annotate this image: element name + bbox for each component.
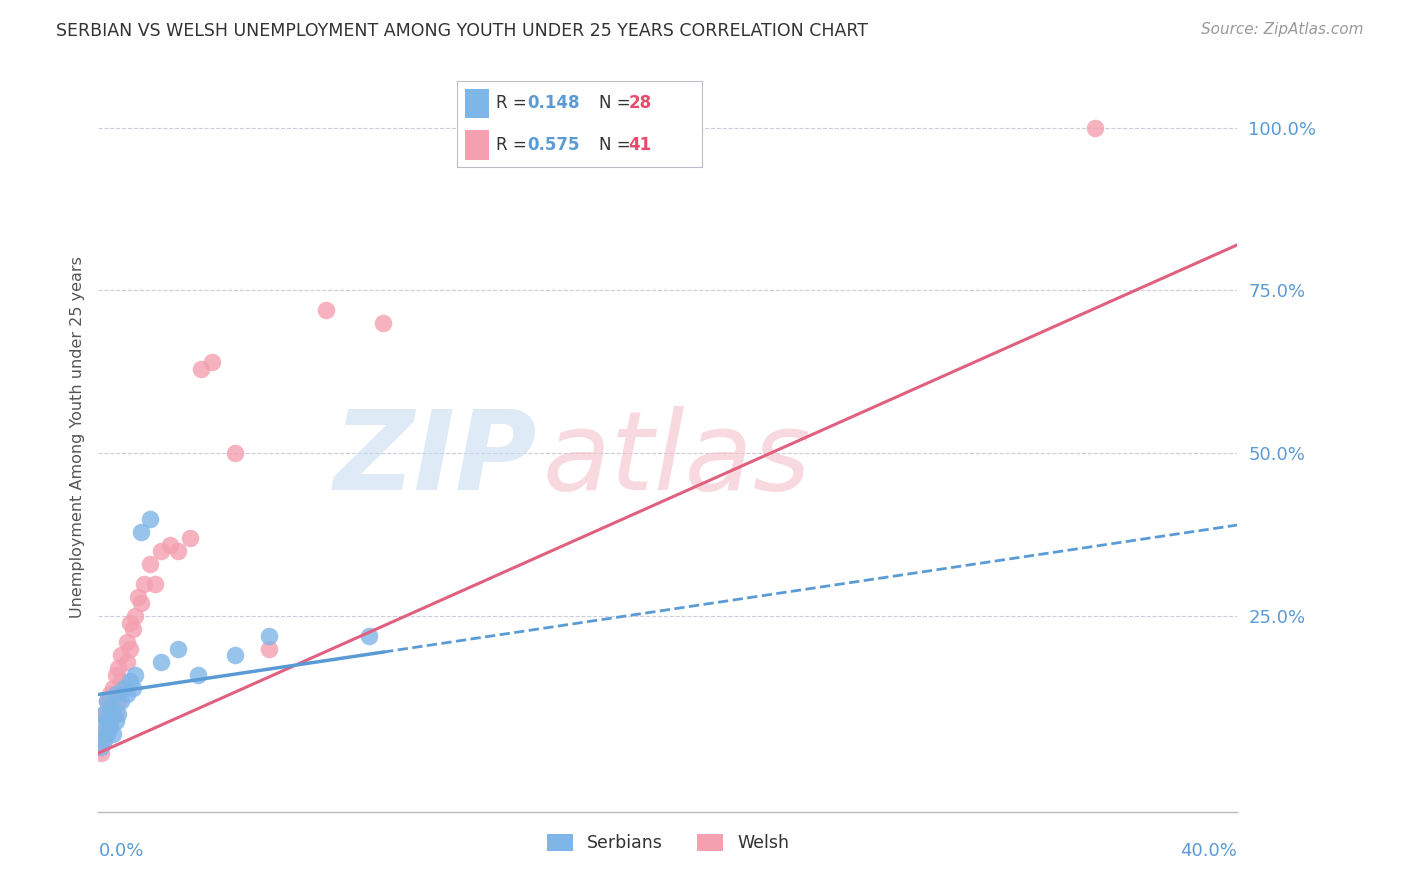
Point <box>98 688 121 702</box>
Point <box>104 688 127 702</box>
Point <box>224 648 246 663</box>
Point <box>159 538 181 552</box>
Point <box>121 681 143 695</box>
Point <box>110 674 132 689</box>
Point <box>107 661 129 675</box>
Text: 40.0%: 40.0% <box>1181 842 1237 860</box>
Text: atlas: atlas <box>543 406 811 513</box>
Point <box>121 622 143 636</box>
Point <box>190 361 212 376</box>
Point <box>101 700 124 714</box>
Point <box>118 615 141 630</box>
Point <box>96 714 118 728</box>
Point <box>138 557 160 571</box>
Point <box>93 733 115 747</box>
Legend: Serbians, Welsh: Serbians, Welsh <box>540 827 796 859</box>
Point <box>124 609 146 624</box>
Point <box>118 641 141 656</box>
Point <box>98 714 121 728</box>
Point <box>115 635 138 649</box>
Point <box>104 714 127 728</box>
Point <box>98 706 121 721</box>
Point <box>93 733 115 747</box>
Point <box>224 446 246 460</box>
Point <box>118 674 141 689</box>
Point <box>107 694 129 708</box>
Point <box>357 629 380 643</box>
Point <box>179 531 201 545</box>
Point <box>112 681 135 695</box>
Point <box>150 655 173 669</box>
Point <box>101 706 124 721</box>
Point <box>96 694 118 708</box>
Point <box>115 655 138 669</box>
Point <box>90 720 112 734</box>
Point <box>112 681 135 695</box>
Point <box>1084 120 1107 135</box>
Point <box>110 694 132 708</box>
Point <box>138 511 160 525</box>
Point <box>96 726 118 740</box>
Text: 0.0%: 0.0% <box>98 842 143 860</box>
Point <box>167 641 190 656</box>
Point <box>110 648 132 663</box>
Point <box>98 700 121 714</box>
Point <box>187 668 209 682</box>
Point <box>101 681 124 695</box>
Point <box>129 524 152 539</box>
Point <box>259 641 281 656</box>
Point <box>127 590 149 604</box>
Text: ZIP: ZIP <box>333 406 537 513</box>
Point <box>167 544 190 558</box>
Point <box>104 706 127 721</box>
Point <box>90 739 112 754</box>
Point <box>107 706 129 721</box>
Point <box>96 720 118 734</box>
Point <box>90 726 112 740</box>
Text: SERBIAN VS WELSH UNEMPLOYMENT AMONG YOUTH UNDER 25 YEARS CORRELATION CHART: SERBIAN VS WELSH UNEMPLOYMENT AMONG YOUT… <box>56 22 869 40</box>
Point <box>315 303 337 318</box>
Point <box>96 694 118 708</box>
Point <box>145 576 167 591</box>
Point <box>104 668 127 682</box>
Point <box>93 706 115 721</box>
Point <box>132 576 155 591</box>
Point <box>93 706 115 721</box>
Text: Source: ZipAtlas.com: Source: ZipAtlas.com <box>1201 22 1364 37</box>
Point <box>115 688 138 702</box>
Point <box>373 316 395 330</box>
Point <box>259 629 281 643</box>
Point <box>98 720 121 734</box>
Point <box>150 544 173 558</box>
Y-axis label: Unemployment Among Youth under 25 years: Unemployment Among Youth under 25 years <box>69 256 84 618</box>
Point <box>90 746 112 760</box>
Point <box>129 596 152 610</box>
Point <box>101 726 124 740</box>
Point <box>124 668 146 682</box>
Point <box>201 355 224 369</box>
Point <box>104 688 127 702</box>
